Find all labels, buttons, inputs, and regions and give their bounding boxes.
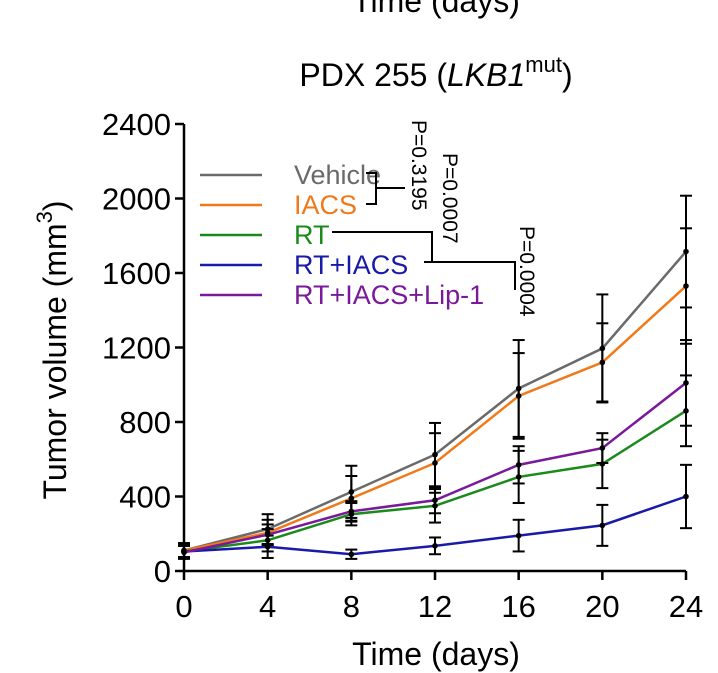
data-point [432,497,438,504]
data-point [515,393,522,399]
legend-label: RT+IACS+Lip-1 [294,280,484,310]
y-tick-label: 2400 [102,107,171,142]
x-tick-label: 20 [585,589,619,624]
series-layer [178,194,692,560]
bracket-rt-iacs [424,261,516,290]
legend-label: Vehicle [294,160,381,190]
data-point [181,549,187,556]
chart-title: PDX 255 (LKB1mut) [299,52,572,93]
x-tick-label: 24 [669,589,703,624]
bracket-vehicle-iacs [366,172,405,205]
data-point [683,380,689,386]
legend-label: IACS [294,190,357,220]
y-axis-title-end: ) [37,200,73,211]
data-point [683,283,689,289]
y-axis-title: Tumor volume (mm3) [32,200,73,499]
y-tick-label: 0 [154,554,171,589]
data-point [432,543,438,549]
x-tick-label: 0 [175,589,192,624]
x-tick-label: 8 [343,589,360,624]
axes: 0 400 800 1200 1600 2000 2400 0 4 8 12 16 20 24 [102,107,703,624]
legend-label: RT [294,220,330,250]
y-tick-label: 1600 [102,256,171,291]
data-point [348,495,355,502]
title-prefix: PDX 255 ( [299,57,447,93]
p-value-2: P=0.0007 [438,153,461,244]
significance-brackets [332,172,516,290]
y-tick-label: 2000 [102,182,171,217]
title-gene: LKB1 [447,57,525,93]
y-tick-label: 1200 [102,331,171,366]
data-point [264,531,271,538]
y-tick-label: 800 [119,405,171,440]
data-point [348,508,355,515]
data-point [348,551,355,558]
series-rt-iacs-lip-1 [178,339,692,560]
data-point [599,445,606,451]
title-superscript: mut [525,52,562,77]
x-axis-title: Time (days) [352,636,520,672]
legend-label: RT+IACS [294,250,408,280]
x-tick-label: 4 [259,589,276,624]
data-point [432,460,438,466]
data-point [515,532,522,539]
data-point [599,522,606,529]
p-value-1: P=0.3195 [407,120,430,211]
bracket-rt [332,231,433,262]
x-tick-label: 12 [418,589,452,624]
data-point [599,359,606,366]
data-point [683,493,689,500]
top-cut-text: Time (days) [352,0,520,19]
p-value-3: P=0.0004 [515,226,538,317]
y-axis-title-sup: 3 [32,211,57,223]
y-axis-title-main: Tumor volume (mm [37,223,73,499]
data-point [515,462,522,468]
title-suffix: ) [562,57,573,93]
p-values: P=0.3195 P=0.0007 P=0.0004 [407,120,538,317]
x-tick-label: 16 [501,589,535,624]
y-tick-label: 400 [119,480,171,515]
